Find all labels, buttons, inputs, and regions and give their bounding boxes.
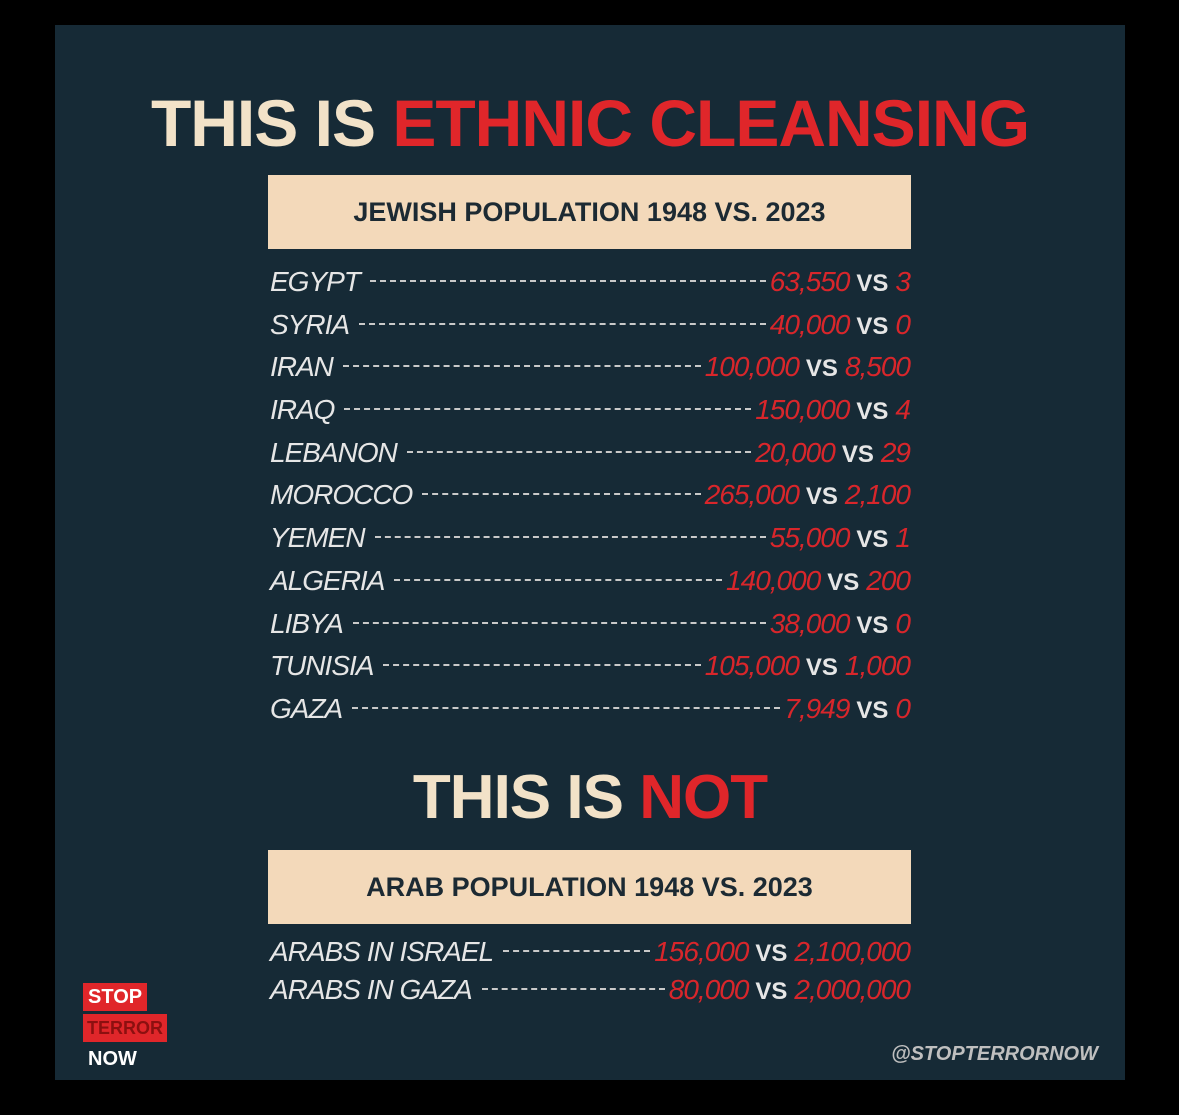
dashed-leader — [344, 408, 752, 411]
population-row: LEBANON 20,000 VS 29 — [270, 436, 911, 480]
vs-label: VS — [856, 270, 889, 297]
value-1948: 156,000 — [654, 936, 749, 967]
country-name: IRAN — [270, 351, 334, 383]
vs-label: VS — [805, 355, 838, 383]
value-2023: 0 — [895, 692, 911, 724]
vs-label: VS — [755, 978, 788, 1005]
logo-now: NOW — [88, 1048, 137, 1070]
value-2023: 1,000 — [844, 650, 911, 682]
value-2023: 0 — [895, 607, 911, 639]
dashed-leader — [342, 365, 701, 368]
dashed-leader — [352, 621, 766, 624]
vs-label: VS — [805, 483, 838, 511]
dashed-leader — [383, 664, 701, 667]
value-1948: 265,000 — [704, 479, 800, 511]
value-1948: 63,550 — [769, 266, 851, 297]
dashed-leader — [481, 988, 665, 990]
value-1948: 100,000 — [704, 351, 800, 383]
dashed-leader — [406, 450, 752, 453]
jewish-population-list: EGYPT 63,550 VS 3 SYRIA 40,000 VS 0 IRAN 100,000 V… — [270, 266, 911, 736]
vs-label: VS — [856, 312, 889, 340]
population-row: EGYPT 63,550 VS 3 — [270, 266, 911, 309]
country-name: LEBANON — [270, 436, 398, 468]
country-name: SYRIA — [270, 308, 350, 340]
value-1948: 38,000 — [769, 607, 851, 639]
headline-lead: THIS IS — [150, 86, 376, 160]
country-name: ARABS IN GAZA — [270, 974, 473, 1005]
population-row: IRAQ 150,000 VS 4 — [270, 394, 911, 437]
value-2023: 2,000,000 — [794, 974, 911, 1005]
vs-label: VS — [827, 568, 860, 596]
headline-lead: THIS IS — [412, 763, 624, 832]
value-2023: 2,100,000 — [794, 936, 911, 967]
vs-label: VS — [805, 654, 838, 682]
country-name: ALGERIA — [270, 564, 385, 596]
headline-ethnic-cleansing: THIS IS ETHNIC CLEANSING — [55, 83, 1125, 163]
population-row: GAZA 7,949 VS 0 — [270, 692, 911, 736]
headline-accent: ETHNIC CLEANSING — [392, 86, 1030, 160]
value-2023: 29 — [880, 436, 911, 468]
value-1948: 80,000 — [668, 974, 750, 1005]
country-name: MOROCCO — [270, 479, 413, 511]
headline-accent: NOT — [639, 763, 768, 832]
country-name: YEMEN — [270, 522, 366, 554]
dashed-leader — [422, 493, 701, 496]
dashed-leader — [394, 578, 723, 581]
stop-terror-now-logo: STOP TERROR NOW — [83, 983, 167, 1073]
dashed-leader — [503, 950, 651, 952]
value-2023: 2,100 — [844, 479, 911, 511]
logo-terror: TERROR — [83, 1014, 167, 1042]
value-1948: 40,000 — [769, 308, 851, 340]
population-row: LIBYA 38,000 VS 0 — [270, 607, 911, 651]
value-1948: 20,000 — [755, 436, 836, 468]
value-2023: 8,500 — [844, 351, 911, 383]
vs-label: VS — [856, 526, 889, 554]
country-name: IRAQ — [270, 394, 335, 426]
population-row: ARABS IN ISRAEL 156,000 VS 2,100,000 — [270, 936, 911, 974]
dashed-leader — [374, 536, 766, 539]
country-name: TUNISIA — [270, 650, 374, 682]
population-row: YEMEN 55,000 VS 1 — [270, 522, 911, 565]
value-2023: 200 — [866, 564, 911, 596]
value-2023: 4 — [895, 394, 911, 426]
logo-stop: STOP — [83, 983, 148, 1011]
vs-label: VS — [755, 940, 788, 967]
value-1948: 55,000 — [769, 522, 851, 554]
value-1948: 105,000 — [704, 650, 800, 682]
value-2023: 1 — [895, 522, 911, 554]
vs-label: VS — [856, 696, 889, 724]
population-row: ALGERIA 140,000 VS 200 — [270, 564, 911, 608]
dashed-leader — [359, 322, 766, 325]
value-2023: 0 — [895, 308, 911, 340]
population-row: IRAN 100,000 VS 8,500 — [270, 351, 911, 394]
country-name: LIBYA — [270, 607, 344, 639]
headline-this-is-not: THIS IS NOT — [55, 760, 1125, 836]
vs-label: VS — [856, 398, 889, 426]
dashed-leader — [369, 280, 766, 282]
country-name: ARABS IN ISRAEL — [270, 936, 494, 967]
social-handle: @STOPTERRORNOW — [891, 1043, 1098, 1065]
jewish-population-banner: JEWISH POPULATION 1948 VS. 2023 — [268, 175, 911, 249]
population-row: TUNISIA 105,000 VS 1,000 — [270, 650, 911, 693]
population-row: MOROCCO 265,000 VS 2,100 — [270, 479, 911, 522]
arab-population-banner: ARAB POPULATION 1948 VS. 2023 — [268, 850, 911, 924]
population-row: ARABS IN GAZA 80,000 VS 2,000,000 — [270, 974, 911, 1012]
value-1948: 7,949 — [784, 692, 850, 724]
arab-population-list: ARABS IN ISRAEL 156,000 VS 2,100,000 ARABS I… — [270, 936, 911, 1012]
dashed-leader — [352, 706, 781, 709]
country-name: EGYPT — [270, 266, 361, 297]
population-row: SYRIA 40,000 VS 0 — [270, 308, 911, 352]
value-1948: 150,000 — [755, 394, 850, 426]
vs-label: VS — [856, 611, 889, 639]
vs-label: VS — [841, 440, 874, 468]
value-1948: 140,000 — [726, 564, 821, 596]
value-2023: 3 — [895, 266, 911, 297]
infographic-panel: THIS IS ETHNIC CLEANSING JEWISH POPULATI… — [55, 25, 1125, 1080]
country-name: GAZA — [270, 692, 343, 724]
